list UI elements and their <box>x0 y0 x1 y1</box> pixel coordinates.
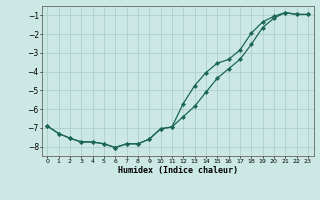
X-axis label: Humidex (Indice chaleur): Humidex (Indice chaleur) <box>118 166 237 175</box>
